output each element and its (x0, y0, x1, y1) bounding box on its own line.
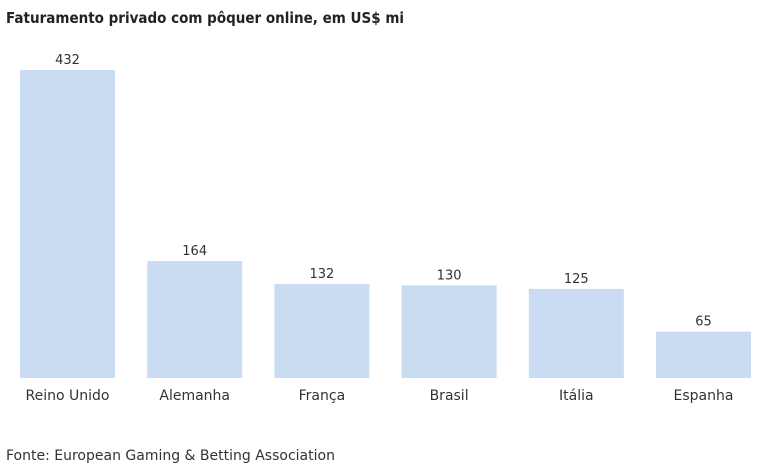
bar (147, 261, 243, 378)
bar-chart: 432 Reino Unido 164 Alemanha 132 França 130 Bra… (20, 53, 751, 404)
category-label: Alemanha (159, 388, 230, 404)
source-note: Fonte: European Gaming & Betting Associa… (6, 448, 335, 464)
bar-value-label: 164 (182, 244, 207, 259)
category-label: França (299, 388, 346, 404)
category-label: Itália (559, 388, 594, 404)
bar-value-label: 132 (309, 267, 334, 282)
category-label: Reino Unido (26, 388, 110, 404)
chart-title: Faturamento privado com pôquer online, e… (6, 9, 405, 27)
bar (20, 70, 115, 378)
bar-value-label: 125 (564, 272, 589, 287)
category-label: Espanha (674, 388, 734, 404)
category-label: Brasil (430, 388, 469, 404)
bar (656, 331, 751, 378)
bar (274, 283, 370, 378)
bar-value-label: 65 (695, 315, 712, 330)
bar (401, 285, 497, 378)
bar-value-label: 432 (55, 53, 80, 68)
bar-value-label: 130 (437, 268, 462, 283)
bar (528, 288, 624, 378)
